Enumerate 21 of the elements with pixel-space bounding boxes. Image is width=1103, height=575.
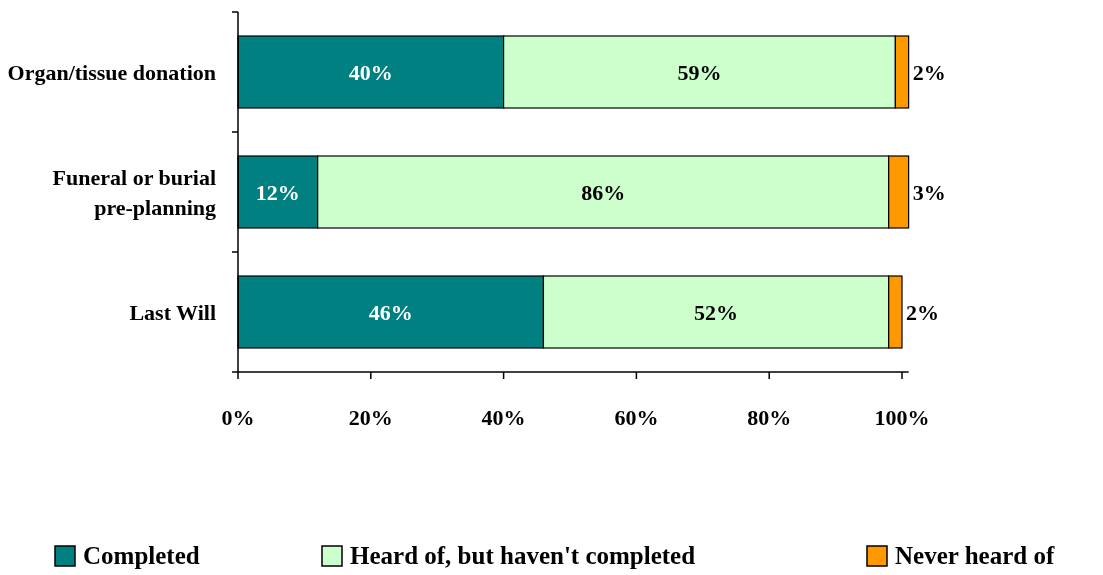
legend-label: Completed: [83, 542, 200, 569]
x-tick-label: 80%: [747, 405, 792, 430]
x-tick-label: 0%: [221, 405, 255, 430]
legend-label: Heard of, but haven't completed: [350, 542, 696, 569]
y-tick-label: Funeral or burial pre-planning: [52, 164, 216, 220]
data-label: 52%: [694, 299, 739, 325]
legend-label: Never heard of: [895, 542, 1055, 569]
data-label: 86%: [581, 179, 626, 205]
data-label: 2%: [912, 59, 946, 85]
x-tick-label: 100%: [874, 405, 930, 430]
data-label: 12%: [255, 179, 300, 205]
y-tick-label: Organ/tissue donation: [7, 59, 216, 85]
data-label: 2%: [906, 299, 939, 325]
data-label: 3%: [912, 179, 946, 205]
data-label: 40%: [348, 59, 393, 85]
x-tick-label: 60%: [614, 405, 659, 430]
x-tick-label: 40%: [481, 405, 526, 430]
x-tick-label: 20%: [348, 405, 393, 430]
data-label: 59%: [677, 59, 722, 85]
data-label: 46%: [368, 299, 413, 325]
y-tick-label: Last Will: [129, 299, 216, 325]
